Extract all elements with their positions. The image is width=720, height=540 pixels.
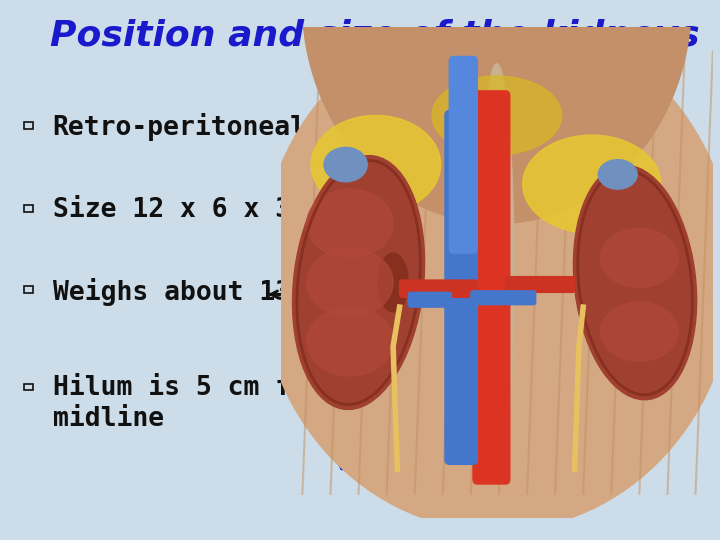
Bar (24, 383, 33, 390)
Ellipse shape (600, 302, 678, 361)
Ellipse shape (259, 15, 720, 531)
Wedge shape (302, 2, 691, 224)
Ellipse shape (598, 160, 637, 189)
Ellipse shape (600, 228, 678, 287)
Bar (24, 122, 33, 129)
Text: Retro-peritoneal: Retro-peritoneal (53, 113, 307, 141)
FancyBboxPatch shape (449, 57, 477, 253)
Text: 12: 12 (346, 188, 367, 206)
Text: Position and size of the kidneys: Position and size of the kidneys (50, 19, 699, 53)
Ellipse shape (432, 76, 562, 155)
Text: Size 12 x 6 x 3 cm: Size 12 x 6 x 3 cm (53, 197, 338, 223)
FancyBboxPatch shape (408, 292, 451, 307)
Text: Hilum is 5 cm from
midline: Hilum is 5 cm from midline (53, 375, 338, 433)
Ellipse shape (307, 307, 393, 376)
Ellipse shape (307, 248, 393, 317)
FancyBboxPatch shape (445, 111, 477, 464)
Bar (24, 286, 33, 293)
Ellipse shape (523, 135, 661, 233)
Text: Weighs about 130 g: Weighs about 130 g (53, 278, 338, 306)
Ellipse shape (480, 64, 514, 482)
Ellipse shape (378, 253, 408, 312)
FancyBboxPatch shape (400, 280, 477, 297)
Ellipse shape (324, 147, 367, 182)
Ellipse shape (307, 189, 393, 258)
Ellipse shape (573, 165, 697, 400)
Ellipse shape (311, 116, 441, 214)
FancyBboxPatch shape (471, 291, 536, 305)
Ellipse shape (292, 156, 425, 409)
FancyBboxPatch shape (473, 91, 510, 484)
Text: 6: 6 (312, 316, 322, 334)
FancyBboxPatch shape (505, 276, 575, 292)
Bar (24, 205, 33, 212)
